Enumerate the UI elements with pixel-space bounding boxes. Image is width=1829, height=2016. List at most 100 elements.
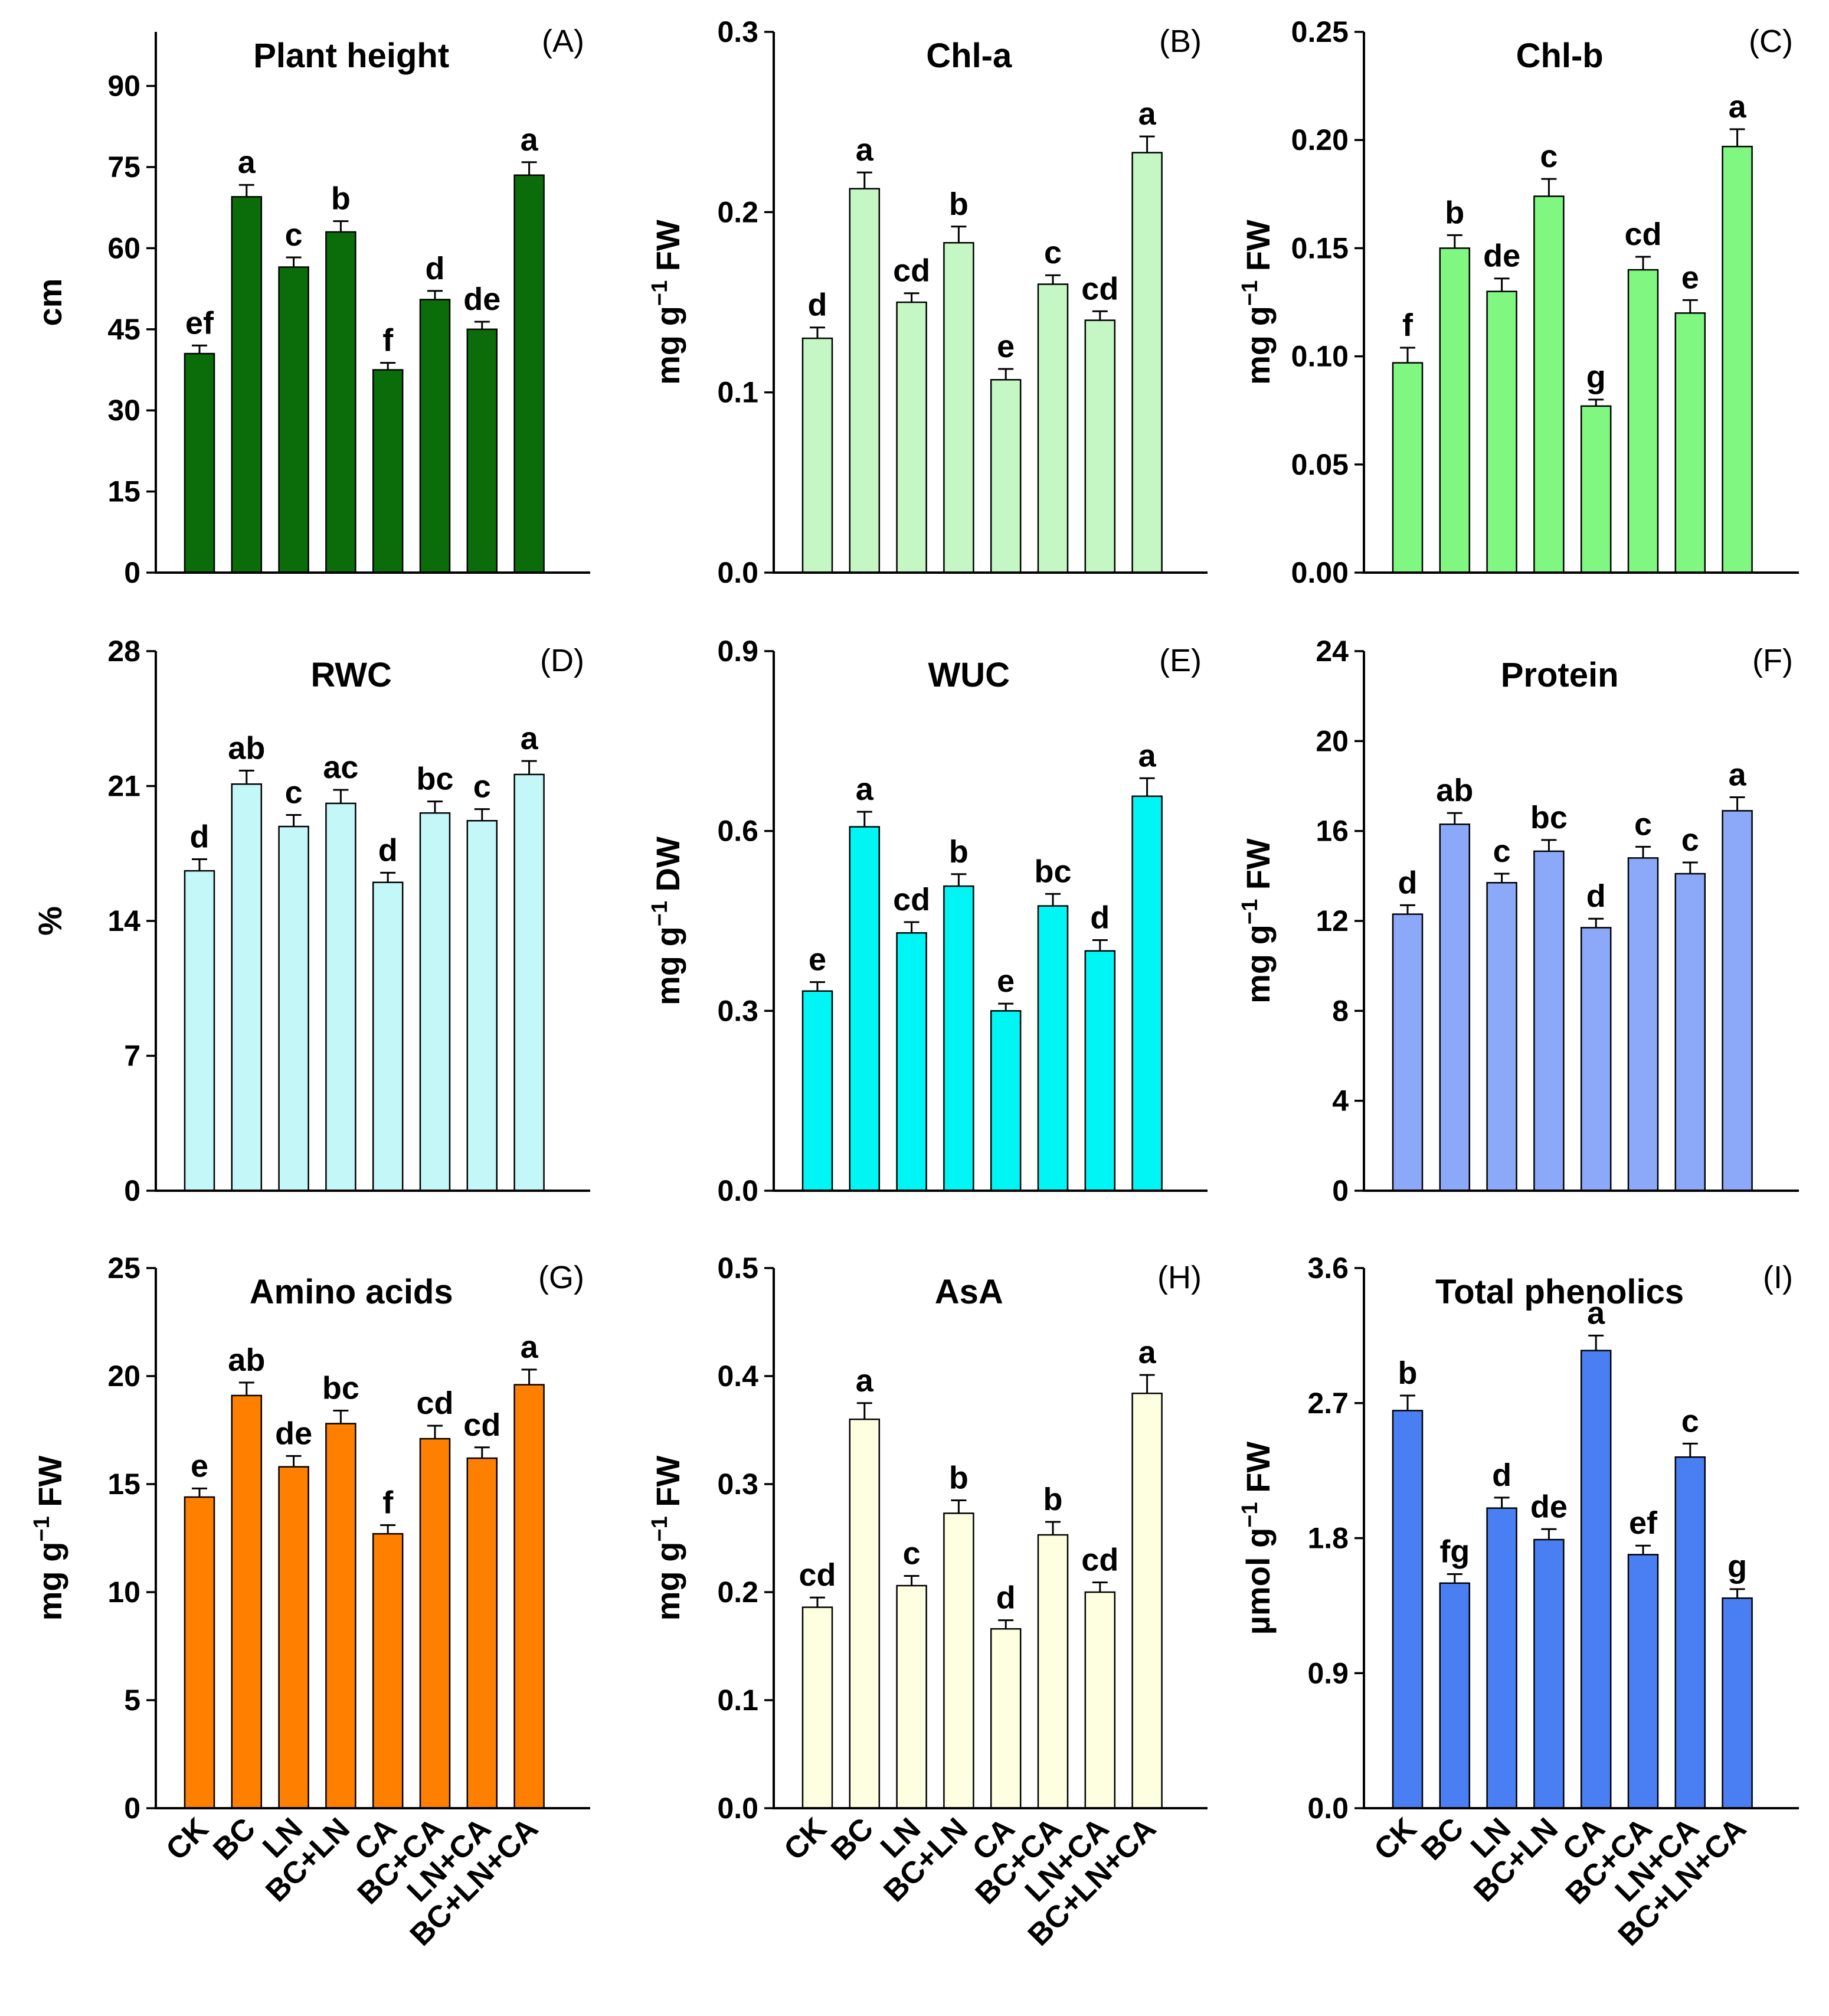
panel-title: RWC [310, 656, 391, 694]
bar-bc-ln [325, 802, 356, 1192]
y-axis-label-text: mg g [1239, 924, 1277, 1004]
panel-label: (G) [538, 1260, 584, 1295]
y-axis-label: mg g−1 DW [647, 837, 686, 1005]
error-bar [1588, 398, 1604, 406]
y-tick-label: 0.05 [1291, 448, 1349, 481]
bar-bc [1439, 1582, 1471, 1809]
y-axis-label-unit: FW [31, 1456, 68, 1517]
y-tick-label: 15 [107, 475, 140, 508]
bar-ln-ca [1084, 950, 1116, 1192]
y-axis-label-text: mg g [1239, 306, 1277, 385]
error-bar [1400, 904, 1415, 914]
y-axis-label-text: mg g [31, 1542, 68, 1621]
y-tick-label: 4 [1332, 1084, 1349, 1118]
error-bar [238, 769, 254, 785]
bar-bc [1439, 823, 1471, 1192]
bar-bc-ln-ca [1131, 152, 1163, 574]
significance-letter: a [1729, 757, 1747, 793]
error-bar [521, 1368, 537, 1385]
bar-ck [184, 1496, 215, 1809]
bar-ln-ca [1674, 1456, 1706, 1809]
error-bar [1045, 893, 1061, 906]
significance-letter: ab [1436, 773, 1473, 808]
panel-i: b fg dde a ef c g 0.0 0.9 1.8 2.7 3.6 Total phenolic… [1238, 1252, 1799, 1953]
significance-letter: f [1402, 308, 1414, 343]
error-bar [951, 873, 967, 887]
y-tick-label: 0.2 [717, 195, 758, 228]
bar-ck [184, 352, 215, 574]
y-tick-label: 0.5 [717, 1252, 758, 1285]
y-tick-label: 0.10 [1291, 340, 1349, 373]
bar-bc-ln-ca [1722, 810, 1753, 1192]
y-axis-label-exponent: −1 [647, 901, 672, 926]
error-bar [856, 171, 872, 189]
significance-letter: d [190, 819, 210, 855]
bar-ln [1486, 1507, 1517, 1809]
panel-title: Chl-b [1516, 37, 1604, 75]
y-tick-label: 10 [107, 1576, 140, 1609]
panel-title: Plant height [253, 37, 449, 75]
y-tick-label: 14 [107, 904, 140, 937]
y-axis-label-text: mg g [649, 1542, 686, 1621]
y-axis-label-text: mg g [649, 926, 686, 1005]
significance-letter: a [521, 1329, 539, 1365]
y-tick-label: 0.9 [717, 635, 758, 668]
significance-letter: e [1681, 260, 1699, 295]
significance-letter: d [1398, 865, 1418, 900]
bar-ln [896, 932, 927, 1192]
bar-bc-ca [419, 1437, 451, 1809]
error-bar [1588, 917, 1604, 928]
error-bar [474, 1446, 490, 1459]
significance-letter: d [1492, 1458, 1511, 1493]
significance-letter: c [1540, 139, 1558, 174]
significance-letter: d [426, 251, 445, 286]
error-bar [1045, 1521, 1061, 1535]
significance-letter: ef [185, 305, 214, 341]
significance-letter: b [1043, 1482, 1063, 1517]
y-tick-label: 20 [107, 1360, 140, 1393]
bar-bc [849, 826, 881, 1192]
y-tick-label: 0 [124, 1792, 140, 1825]
bar-bc-ln [1533, 850, 1565, 1192]
error-bar [286, 813, 302, 827]
significance-letter: b [1398, 1355, 1418, 1391]
error-bar [810, 326, 825, 339]
bar-bc-ln [325, 231, 356, 574]
bar-bc-ca [419, 299, 451, 574]
y-tick-label: 24 [1316, 635, 1349, 668]
bar-bc-ca [419, 812, 451, 1192]
x-category-label: BC [1415, 1811, 1470, 1867]
x-category-label: CK [1367, 1811, 1423, 1867]
significance-letter: cd [463, 1407, 500, 1443]
y-tick-label: 0 [124, 1174, 140, 1207]
bar-ln [1486, 882, 1517, 1192]
y-axis-label-unit: FW [1239, 1442, 1277, 1502]
bar-bc-ln-ca [1131, 1393, 1163, 1809]
bar-bc-ln [943, 885, 974, 1192]
bar-ck [1392, 913, 1424, 1192]
error-bar [1447, 812, 1462, 825]
y-tick-label: 0.0 [1307, 1792, 1349, 1825]
error-bar [474, 321, 490, 329]
error-bar [192, 1487, 207, 1497]
bar-ck [1392, 362, 1424, 574]
error-bar [1682, 299, 1698, 313]
error-bar [427, 290, 443, 300]
significance-letter: a [856, 132, 874, 168]
panel-c: f bde c g cde a 0.00 0.05 0.10 0.15 0.20 0.25 Chl-b (… [1238, 15, 1799, 589]
bar-bc-ca [1627, 1554, 1659, 1809]
error-bar [192, 858, 207, 871]
significance-letter: f [382, 1485, 394, 1521]
error-bar [286, 1455, 302, 1467]
significance-letter: d [996, 1580, 1016, 1616]
bar-bc-ca [1037, 283, 1069, 574]
x-category-label: CK [159, 1811, 215, 1867]
error-bar [1400, 1394, 1415, 1411]
y-axis-label-exponent: −1 [30, 1516, 54, 1541]
error-bar [998, 368, 1014, 380]
significance-letter: b [1445, 195, 1464, 230]
error-bar [521, 760, 537, 775]
y-tick-label: 28 [107, 635, 140, 668]
